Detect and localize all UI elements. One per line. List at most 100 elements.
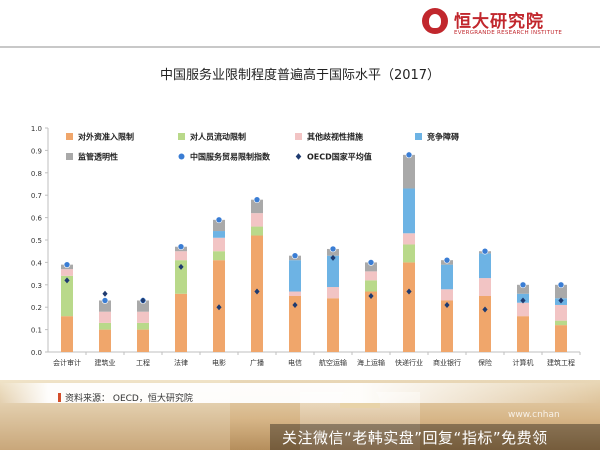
- bar-segment: [99, 322, 111, 330]
- legend-label: 竞争障碍: [426, 132, 459, 142]
- oecd-marker: [102, 290, 108, 297]
- x-tick-label: 快递行业: [395, 358, 423, 367]
- bar-segment: [555, 320, 567, 326]
- x-tick-label: 海上运输: [357, 358, 385, 367]
- bar-segment: [137, 329, 149, 352]
- x-tick-label: 电影: [212, 358, 226, 367]
- bar-segment: [479, 296, 491, 352]
- y-tick-label: 1.0: [31, 125, 42, 133]
- y-tick-label: 0.7: [31, 192, 42, 200]
- oecd-marker: [482, 306, 488, 313]
- y-tick-label: 0.0: [31, 349, 42, 357]
- bar-segment: [327, 248, 339, 256]
- bar-segment: [213, 237, 225, 252]
- index-marker: [101, 297, 109, 304]
- bar-segment: [403, 154, 415, 189]
- oecd-marker: [254, 288, 260, 295]
- index-marker: [177, 243, 185, 251]
- bar-segment: [251, 226, 263, 236]
- bar-segment: [99, 300, 111, 312]
- x-tick-label: 法律: [174, 358, 188, 367]
- promo-bar: [270, 424, 600, 450]
- index-marker: [291, 252, 299, 259]
- bar-segment: [517, 284, 529, 294]
- bar-segment: [517, 302, 529, 317]
- bar-segment: [213, 219, 225, 232]
- bar-segment: [137, 322, 149, 330]
- bar-segment: [61, 275, 73, 317]
- oecd-marker: [178, 263, 184, 270]
- oecd-marker: [216, 304, 222, 311]
- index-marker: [253, 196, 261, 203]
- index-marker: [329, 245, 337, 253]
- x-tick-label: 商业银行: [433, 358, 461, 367]
- bar-segment: [555, 284, 567, 299]
- index-marker: [367, 259, 375, 266]
- oecd-marker: [520, 297, 526, 304]
- bar-segment: [365, 280, 377, 292]
- bar-segment: [61, 269, 73, 276]
- bar-segment: [289, 296, 301, 352]
- bar-segment: [403, 262, 415, 352]
- evergrande-logo-icon: [422, 8, 448, 34]
- x-tick-label: 广播: [250, 358, 264, 367]
- x-tick-label: 会计审计: [53, 358, 81, 367]
- oecd-marker: [330, 254, 336, 261]
- bar-segment: [365, 271, 377, 281]
- legend-swatch: [295, 133, 302, 140]
- bar-segment: [327, 298, 339, 352]
- bar-segment: [555, 325, 567, 352]
- legend-swatch: [295, 153, 302, 160]
- oecd-marker: [140, 297, 146, 304]
- legend-swatch: [415, 133, 422, 140]
- oecd-marker: [64, 277, 70, 284]
- index-marker: [63, 261, 71, 268]
- bar-segment: [403, 233, 415, 245]
- bar-segment: [327, 255, 339, 288]
- legend-label: 监管透明性: [78, 152, 118, 162]
- legend-label: 对人员流动限制: [190, 132, 246, 142]
- index-marker: [215, 216, 223, 224]
- bar-segment: [327, 287, 339, 299]
- x-tick-label: 航空运输: [319, 358, 347, 367]
- oecd-marker: [292, 301, 298, 308]
- bar-segment: [61, 316, 73, 352]
- oecd-marker: [368, 293, 374, 299]
- bar-segment: [213, 251, 225, 261]
- y-tick-label: 0.1: [31, 327, 42, 335]
- legend-label: 对外资准入限制: [78, 132, 134, 142]
- bar-segment: [137, 300, 149, 312]
- bar-segment: [213, 231, 225, 238]
- bar-segment: [555, 304, 567, 321]
- bar-segment: [365, 262, 377, 272]
- bar-segment: [441, 264, 453, 290]
- header-divider: [0, 46, 600, 48]
- bar-segment: [175, 260, 187, 294]
- y-tick-label: 0.4: [31, 259, 43, 267]
- x-tick-label: 建筑工程: [547, 358, 575, 367]
- y-tick-label: 0.5: [31, 237, 42, 245]
- bar-segment: [479, 253, 491, 279]
- bar-segment: [479, 278, 491, 296]
- x-tick-label: 计算机: [513, 358, 534, 367]
- index-marker: [519, 281, 527, 289]
- index-marker: [481, 247, 489, 255]
- bar-segment: [251, 199, 263, 214]
- legend-swatch: [66, 133, 73, 140]
- index-marker: [557, 281, 565, 289]
- bar-segment: [99, 311, 111, 323]
- bar-segment: [289, 291, 301, 296]
- bar-segment: [175, 293, 187, 352]
- index-marker: [405, 151, 413, 159]
- bar-segment: [289, 260, 301, 292]
- bar-segment: [403, 244, 415, 263]
- oecd-marker: [406, 288, 412, 295]
- bar-segment: [99, 329, 111, 352]
- legend-swatch: [178, 153, 185, 160]
- x-tick-label: 保险: [478, 358, 492, 367]
- y-tick-label: 0.8: [31, 170, 42, 178]
- y-tick-label: 0.3: [31, 282, 42, 290]
- bar-segment: [365, 291, 377, 352]
- bar-segment: [517, 316, 529, 352]
- legend-swatch: [66, 153, 73, 160]
